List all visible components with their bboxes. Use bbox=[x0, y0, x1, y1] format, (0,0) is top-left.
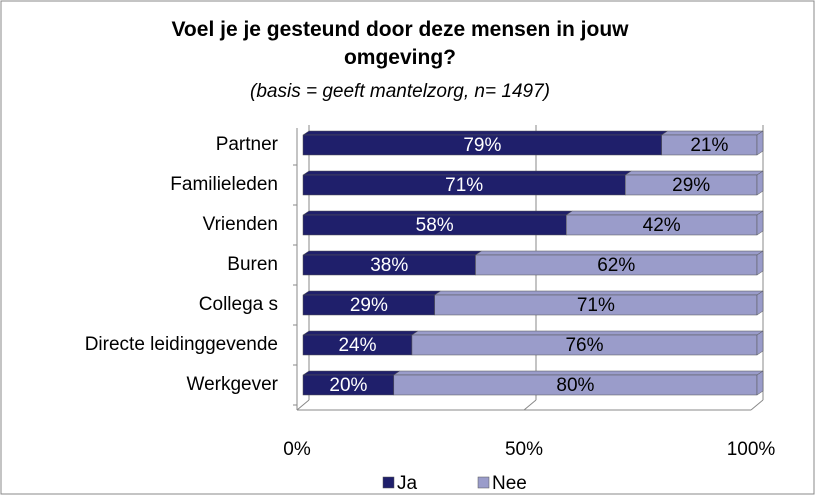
value-label: 29% bbox=[672, 175, 710, 196]
value-label: 29% bbox=[350, 295, 388, 316]
value-label: 38% bbox=[370, 255, 408, 276]
tick-mark bbox=[296, 399, 310, 411]
title-line: Voel je je gesteund door deze mensen in … bbox=[171, 18, 629, 41]
value-label: 62% bbox=[597, 255, 635, 276]
y-tick-label: Vrienden bbox=[203, 214, 278, 235]
legend-label: Ja bbox=[397, 473, 418, 494]
value-label: 71% bbox=[445, 175, 483, 196]
value-label: 71% bbox=[577, 295, 615, 316]
x-tick-label: 50% bbox=[505, 439, 543, 460]
value-label: 76% bbox=[565, 335, 603, 356]
bar-side bbox=[756, 290, 764, 316]
bar-side bbox=[756, 250, 764, 276]
chart-subtitle: (basis = geeft mantelzorg, n= 1497) bbox=[250, 81, 550, 102]
bar-side bbox=[756, 130, 764, 156]
legend-swatch bbox=[382, 476, 395, 489]
value-label: 42% bbox=[643, 215, 681, 236]
y-tick-label: Partner bbox=[216, 134, 279, 155]
y-tick-label: Buren bbox=[227, 254, 278, 275]
bar-side bbox=[756, 370, 764, 396]
y-tick-label: Directe leidinggevende bbox=[85, 334, 278, 355]
value-label: 80% bbox=[556, 375, 594, 396]
legend-label: Nee bbox=[492, 473, 527, 494]
bar-side bbox=[756, 210, 764, 236]
tick-mark bbox=[750, 399, 764, 411]
x-tick-label: 100% bbox=[727, 439, 776, 460]
y-tick-label: Werkgever bbox=[186, 374, 278, 395]
value-label: 21% bbox=[690, 135, 728, 156]
value-label: 58% bbox=[416, 215, 454, 236]
chart-title: Voel je je gesteund door deze mensen in … bbox=[171, 18, 629, 69]
x-tick-label: 0% bbox=[283, 439, 311, 460]
y-tick-label: Familieleden bbox=[170, 174, 278, 195]
legend-swatch bbox=[477, 476, 490, 489]
value-label: 20% bbox=[329, 375, 367, 396]
value-label: 79% bbox=[463, 135, 501, 156]
value-label: 24% bbox=[338, 335, 376, 356]
tick-mark bbox=[523, 399, 537, 411]
title-line: omgeving? bbox=[344, 46, 456, 69]
bar-side bbox=[756, 170, 764, 196]
y-tick-label: Collega s bbox=[199, 294, 278, 315]
bar-side bbox=[756, 330, 764, 356]
